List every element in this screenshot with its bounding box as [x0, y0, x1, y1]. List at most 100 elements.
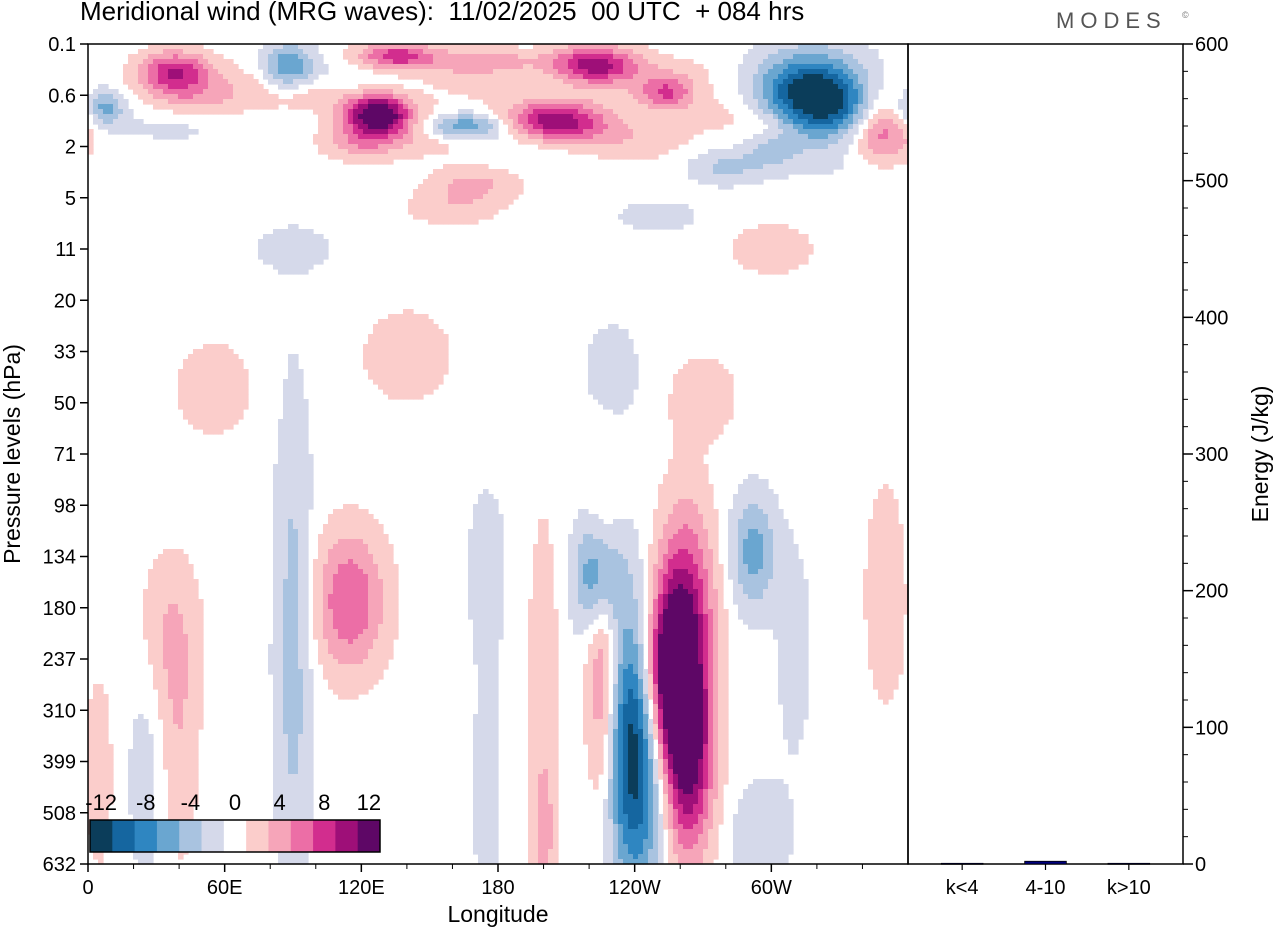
- contour-cell: [903, 94, 909, 100]
- contour-cell: [663, 109, 669, 115]
- contour-cell: [298, 444, 304, 450]
- contour-cell: [498, 99, 504, 105]
- contour-cell: [203, 54, 209, 60]
- contour-cell: [498, 74, 504, 80]
- contour-cell: [478, 84, 484, 90]
- contour-cell: [278, 469, 284, 475]
- contour-cell: [343, 544, 349, 550]
- contour-cell: [728, 179, 734, 185]
- contour-cell: [473, 214, 479, 220]
- contour-cell: [748, 84, 754, 90]
- contour-cell: [288, 429, 294, 435]
- contour-cell: [878, 79, 884, 85]
- contour-cell: [383, 99, 389, 105]
- contour-cell: [173, 59, 179, 65]
- contour-cell: [173, 89, 179, 95]
- contour-cell: [208, 364, 214, 370]
- contour-cell: [743, 54, 749, 60]
- contour-cell: [773, 79, 779, 85]
- contour-cell: [718, 119, 724, 125]
- contour-cell: [428, 139, 434, 145]
- contour-cell: [513, 89, 519, 95]
- contour-cell: [88, 104, 94, 110]
- contour-cell: [668, 529, 674, 535]
- contour-cell: [273, 229, 279, 235]
- contour-cell: [493, 59, 499, 65]
- contour-cell: [273, 99, 279, 105]
- contour-cell: [278, 54, 284, 60]
- contour-cell: [533, 79, 539, 85]
- contour-cell: [593, 344, 599, 350]
- contour-cell: [628, 104, 634, 110]
- contour-cell: [463, 59, 469, 65]
- contour-cell: [128, 129, 134, 135]
- contour-cell: [668, 409, 674, 415]
- contour-cell: [438, 174, 444, 180]
- contour-cell: [603, 359, 609, 365]
- contour-cell: [763, 154, 769, 160]
- contour-cell: [478, 44, 484, 50]
- contour-cell: [508, 104, 514, 110]
- contour-cell: [583, 539, 589, 545]
- contour-cell: [793, 154, 799, 160]
- contour-cell: [618, 84, 624, 90]
- contour-cell: [353, 154, 359, 160]
- contour-cell: [668, 79, 674, 85]
- contour-cell: [223, 369, 229, 375]
- contour-cell: [688, 59, 694, 65]
- contour-cell: [488, 104, 494, 110]
- contour-cell: [683, 394, 689, 400]
- contour-cell: [603, 134, 609, 140]
- contour-cell: [653, 79, 659, 85]
- contour-cell: [503, 179, 509, 185]
- contour-cell: [613, 94, 619, 100]
- contour-cell: [673, 529, 679, 535]
- contour-cell: [108, 124, 114, 130]
- contour-cell: [633, 224, 639, 230]
- contour-cell: [418, 64, 424, 70]
- contour-cell: [488, 504, 494, 510]
- contour-cell: [313, 104, 319, 110]
- contour-cell: [208, 79, 214, 85]
- contour-cell: [683, 124, 689, 130]
- contour-cell: [628, 529, 634, 535]
- contour-cell: [293, 244, 299, 250]
- contour-cell: [663, 139, 669, 145]
- contour-cell: [678, 389, 684, 395]
- contour-cell: [463, 219, 469, 225]
- contour-cell: [773, 139, 779, 145]
- contour-cell: [303, 64, 309, 70]
- contour-cell: [553, 134, 559, 140]
- contour-cell: [588, 79, 594, 85]
- contour-cell: [783, 174, 789, 180]
- contour-cell: [808, 249, 814, 255]
- contour-cell: [143, 99, 149, 105]
- contour-cell: [568, 54, 574, 60]
- contour-cell: [698, 489, 704, 495]
- contour-cell: [713, 519, 719, 525]
- contour-cell: [428, 64, 434, 70]
- contour-cell: [613, 374, 619, 380]
- contour-cell: [418, 124, 424, 130]
- contour-cell: [598, 59, 604, 65]
- contour-cell: [768, 169, 774, 175]
- contour-cell: [683, 429, 689, 435]
- contour-cell: [818, 154, 824, 160]
- contour-cell: [343, 109, 349, 115]
- contour-cell: [668, 494, 674, 500]
- contour-cell: [363, 509, 369, 515]
- contour-cell: [518, 99, 524, 105]
- contour-cell: [353, 504, 359, 510]
- contour-cell: [633, 104, 639, 110]
- contour-cell: [368, 369, 374, 375]
- contour-cell: [688, 469, 694, 475]
- contour-cell: [763, 479, 769, 485]
- contour-cell: [298, 454, 304, 460]
- contour-cell: [488, 509, 494, 515]
- contour-cell: [693, 109, 699, 115]
- contour-cell: [688, 109, 694, 115]
- contour-cell: [233, 109, 239, 115]
- contour-cell: [323, 539, 329, 545]
- contour-cell: [593, 369, 599, 375]
- contour-cell: [438, 59, 444, 65]
